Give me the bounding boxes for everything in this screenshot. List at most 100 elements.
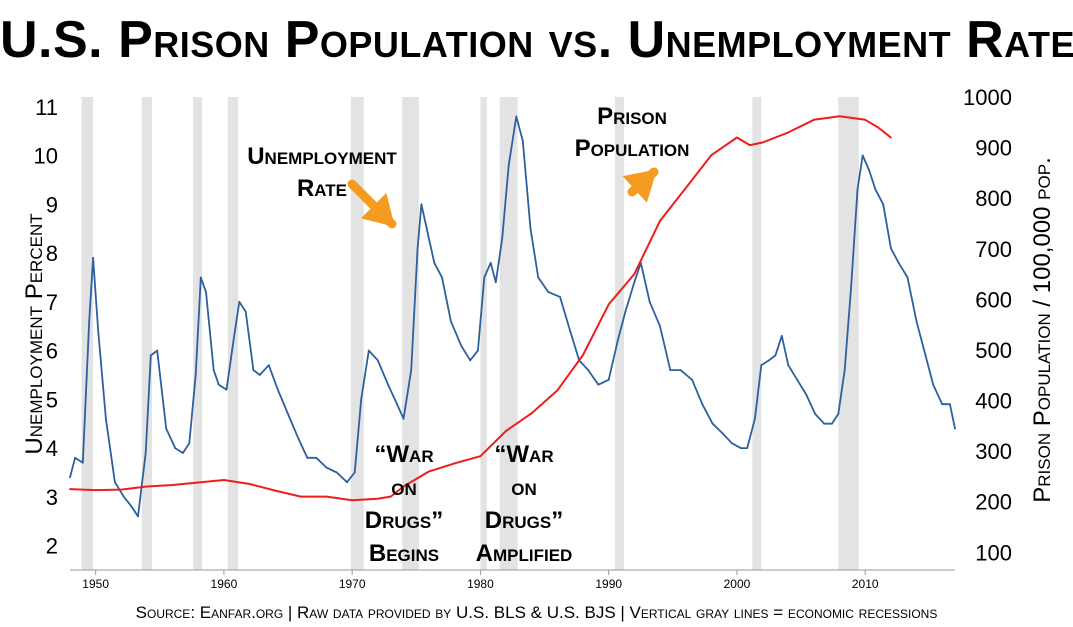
series-left-point-97 bbox=[837, 413, 840, 415]
series-left-point-42 bbox=[387, 383, 389, 386]
series-left-point-13 bbox=[156, 349, 159, 352]
prison-annotation-line-1: Population bbox=[575, 135, 690, 162]
series-left-point-77 bbox=[669, 369, 672, 371]
series-left-point-16 bbox=[181, 452, 184, 454]
series-left-point-82 bbox=[721, 432, 724, 435]
series-left-point-108 bbox=[915, 320, 918, 323]
right-tick-100: 100 bbox=[975, 540, 1012, 565]
series-left-point-37 bbox=[346, 481, 348, 484]
war-begins-annotation-line-0: “War bbox=[374, 441, 433, 468]
recession-band-5 bbox=[402, 97, 419, 570]
recession-band-3 bbox=[227, 97, 239, 570]
series-left-point-48 bbox=[426, 232, 429, 235]
series-left-point-28 bbox=[258, 374, 261, 376]
war-begins-annotation-line-2: Drugs” bbox=[365, 507, 443, 534]
series-left-point-20 bbox=[205, 291, 207, 293]
series-left-point-49 bbox=[433, 261, 436, 264]
series-right-point-23 bbox=[633, 273, 636, 275]
series-right-point-18 bbox=[505, 429, 507, 432]
x-tick-2010: 2010 bbox=[852, 577, 879, 591]
prison-arrow-head bbox=[622, 169, 657, 203]
series-left-point-65 bbox=[559, 296, 561, 298]
series-left-point-71 bbox=[616, 339, 619, 342]
unemployment-annotation-line-0: Unemployment bbox=[247, 143, 397, 170]
left-axis-ticks: 2 3 4 5 6 7 8 9 10 11 bbox=[34, 95, 58, 559]
unemployment-annotation-line-1: Rate bbox=[297, 175, 347, 202]
series-left-point-64 bbox=[547, 291, 550, 293]
series-left-point-85 bbox=[746, 447, 749, 449]
series-right-point-21 bbox=[582, 354, 584, 356]
left-tick-3: 3 bbox=[46, 485, 58, 510]
series-left-point-91 bbox=[787, 364, 790, 367]
series-left-point-55 bbox=[483, 276, 486, 279]
series-left-point-83 bbox=[730, 442, 733, 445]
series-right-point-10 bbox=[325, 495, 328, 498]
series-right-point-33 bbox=[864, 118, 867, 121]
series-left-point-112 bbox=[948, 403, 951, 406]
series-left-point-80 bbox=[701, 403, 704, 406]
series-right-point-30 bbox=[787, 131, 790, 134]
series-right-point-15 bbox=[428, 470, 431, 473]
series-right-point-25 bbox=[684, 187, 687, 189]
series-right-point-5 bbox=[197, 481, 200, 484]
left-tick-7: 7 bbox=[46, 290, 58, 315]
series-line-right bbox=[69, 115, 892, 502]
series-left-point-106 bbox=[897, 261, 900, 264]
x-axis-ticks: 1950 1960 1970 1980 1990 2000 2010 bbox=[82, 570, 879, 591]
series-left-point-61 bbox=[521, 139, 524, 142]
series-left-point-40 bbox=[367, 349, 370, 352]
series-left-point-58 bbox=[501, 237, 504, 240]
series-right-point-2 bbox=[120, 488, 123, 491]
war-begins-annotation-line-1: on bbox=[391, 474, 417, 501]
series-right-point-4 bbox=[171, 484, 174, 486]
series-left-point-7 bbox=[113, 481, 116, 484]
series-left-point-105 bbox=[889, 247, 892, 250]
right-tick-400: 400 bbox=[975, 389, 1012, 414]
war-amplified-annotation-line-2: Drugs” bbox=[485, 507, 563, 534]
series-left-point-10 bbox=[137, 515, 139, 518]
series-left-point-63 bbox=[537, 276, 540, 279]
series-left-point-4 bbox=[92, 257, 94, 259]
series-left-point-31 bbox=[287, 413, 289, 415]
recession-band-6 bbox=[480, 97, 487, 570]
series-left-point-46 bbox=[416, 247, 419, 250]
series-left-point-9 bbox=[130, 505, 133, 508]
left-tick-8: 8 bbox=[46, 241, 58, 266]
series-right-point-14 bbox=[402, 485, 405, 488]
series-right-point-9 bbox=[299, 495, 302, 498]
series-left-point-27 bbox=[252, 369, 255, 371]
series-left-point-38 bbox=[353, 471, 356, 474]
annotations: Unemployment Rate Prison Population “War on Dr… bbox=[247, 103, 689, 567]
left-tick-9: 9 bbox=[46, 192, 58, 217]
series-left-point-15 bbox=[174, 447, 177, 449]
series-right-point-28 bbox=[748, 144, 751, 146]
series-left-point-99 bbox=[850, 286, 853, 289]
series-right-point-32 bbox=[838, 115, 841, 118]
series-left-point-84 bbox=[739, 447, 742, 449]
war-amplified-annotation-line-3: Amplified bbox=[476, 540, 573, 567]
series-left-point-72 bbox=[624, 310, 627, 313]
left-tick-6: 6 bbox=[46, 339, 58, 364]
left-tick-5: 5 bbox=[46, 387, 58, 412]
series-right-point-8 bbox=[274, 489, 277, 492]
series-left-point-113 bbox=[954, 427, 956, 430]
series-left-point-29 bbox=[267, 364, 270, 367]
series-left-point-32 bbox=[297, 437, 300, 440]
series-left-point-62 bbox=[529, 227, 532, 230]
war-amplified-annotation-line-1: on bbox=[511, 474, 537, 501]
series-right-point-7 bbox=[248, 483, 251, 485]
series-left-point-109 bbox=[924, 354, 927, 357]
series-left-point-41 bbox=[376, 359, 379, 362]
series-left-point-52 bbox=[460, 344, 463, 347]
series-left-point-92 bbox=[796, 378, 799, 381]
series-right-point-1 bbox=[94, 489, 97, 491]
x-tick-1950: 1950 bbox=[82, 577, 109, 591]
right-tick-600: 600 bbox=[975, 287, 1012, 312]
right-axis-ticks: 100 200 300 400 500 600 700 800 900 1000 bbox=[963, 85, 1012, 565]
series-right-point-26 bbox=[710, 154, 713, 157]
series-lines bbox=[69, 115, 956, 518]
war-amplified-annotation-line-0: “War bbox=[494, 441, 553, 468]
recession-band-1 bbox=[141, 97, 153, 570]
series-right-point-17 bbox=[479, 455, 482, 458]
